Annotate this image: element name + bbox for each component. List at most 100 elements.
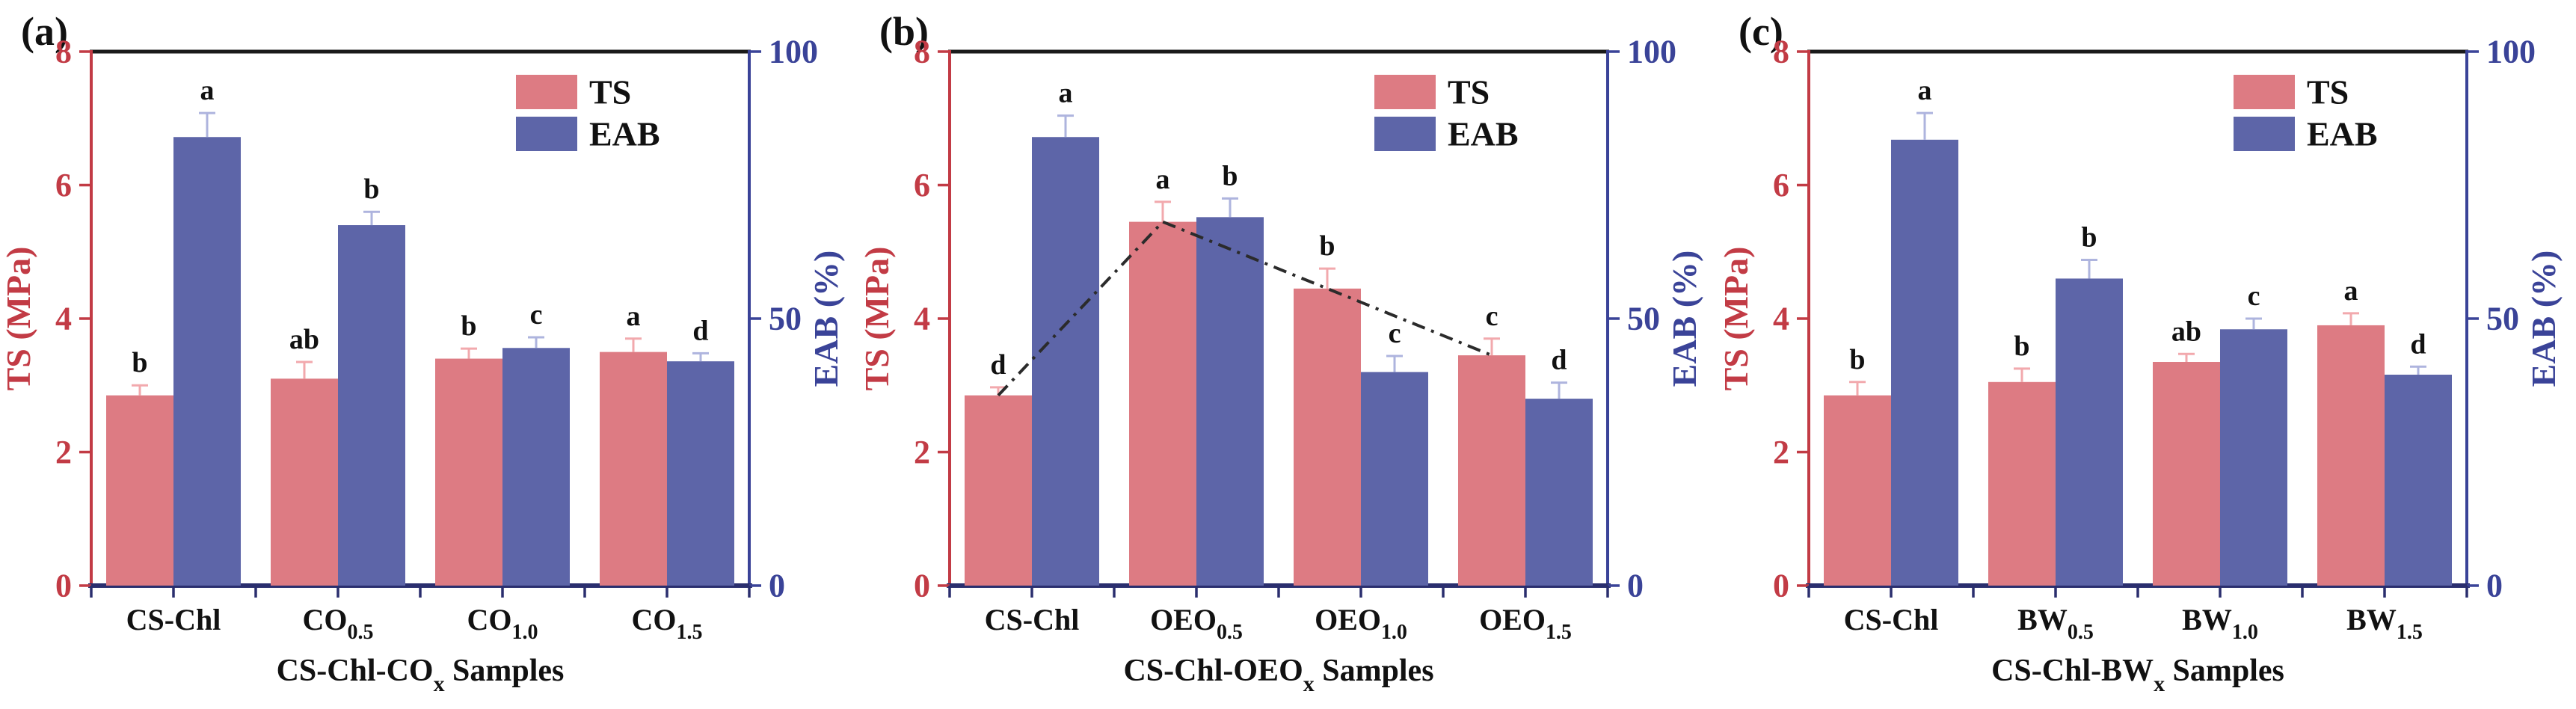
right-tick-label: 0	[2486, 567, 2503, 604]
x-axis-title: CS-Chl-COx Samples	[277, 654, 565, 696]
right-axis-title: EAB (%)	[2524, 251, 2563, 387]
panel-svg-2: (c) 0 2 4 6 8 0 50 100 TS (MPa) EAB (%) b a CS-Chl b b B…	[1717, 9, 2563, 696]
x-category-label: OEO1.0	[1315, 603, 1407, 644]
right-tick-label: 100	[2486, 34, 2536, 70]
bar-ts-CO1.5	[599, 352, 667, 586]
left-tick-label: 8	[1773, 34, 1789, 70]
sig-letter-ts: d	[991, 349, 1006, 381]
sig-letter-ts: c	[1486, 301, 1498, 332]
sig-letter-ts: b	[461, 310, 476, 342]
legend-label-ts: TS	[589, 73, 631, 111]
bar-ts-CS-Chl	[965, 395, 1033, 586]
x-axis-title: CS-Chl-OEOx Samples	[1124, 654, 1434, 696]
bar-eab-CS-Chl	[1032, 137, 1100, 586]
right-tick-label: 0	[769, 567, 785, 604]
bar-ts-BW1.0	[2152, 362, 2220, 586]
right-tick-label: 50	[769, 301, 802, 337]
legend-swatch-ts	[515, 75, 577, 110]
left-axis-title: TS (MPa)	[1718, 247, 1755, 391]
left-tick-label: 8	[55, 34, 72, 70]
left-tick-label: 0	[1773, 567, 1789, 604]
sig-letter-ts: b	[1320, 230, 1335, 262]
x-category-label: OEO0.5	[1150, 603, 1243, 644]
sig-letter-ts: ab	[289, 324, 319, 355]
bar-ts-OEO1.0	[1294, 288, 1362, 586]
sig-letter-eab: b	[1223, 160, 1238, 191]
bar-eab-CS-Chl	[173, 137, 241, 586]
bar-eab-CO1.5	[666, 361, 734, 586]
bar-ts-CO1.0	[434, 358, 502, 586]
sig-letter-ts: ab	[2171, 316, 2201, 347]
sig-letter-eab: a	[1059, 78, 1073, 109]
left-tick-label: 6	[914, 167, 930, 203]
right-tick-label: 100	[1627, 34, 1676, 70]
sig-letter-eab: a	[1917, 75, 1931, 106]
legend-swatch-eab	[515, 117, 577, 152]
sig-letter-eab: c	[1389, 318, 1401, 349]
sig-letter-ts: b	[1849, 344, 1865, 375]
x-category-label: BW1.0	[2182, 603, 2258, 644]
left-tick-label: 2	[914, 434, 930, 470]
sig-letter-ts: a	[1156, 164, 1170, 195]
right-axis-title: EAB (%)	[1665, 251, 1703, 387]
right-tick-label: 0	[1627, 567, 1644, 604]
sig-letter-eab: b	[363, 174, 379, 205]
legend-swatch-eab	[1374, 117, 1436, 152]
left-tick-label: 4	[55, 301, 72, 337]
bar-ts-OEO1.5	[1458, 355, 1526, 586]
left-tick-label: 6	[1773, 167, 1789, 203]
panel-svg-1: (b) 0 2 4 6 8 0 50 100 TS (MPa) EAB (%) d a CS-Chl a b O…	[858, 9, 1703, 696]
bar-eab-CO0.5	[337, 225, 405, 586]
sig-letter-ts: a	[2343, 275, 2358, 307]
sig-letter-ts: b	[132, 347, 147, 378]
legend-label-eab: EAB	[589, 115, 660, 153]
x-category-label: CO1.5	[632, 603, 703, 644]
bar-ts-OEO0.5	[1129, 221, 1197, 586]
bar-eab-OEO0.5	[1196, 217, 1264, 586]
x-category-label: BW1.5	[2346, 603, 2423, 644]
bar-eab-OEO1.0	[1361, 372, 1429, 586]
left-tick-label: 0	[55, 567, 72, 604]
x-category-label: CO1.0	[467, 603, 538, 644]
panel-label: (b)	[879, 9, 929, 54]
legend-label-ts: TS	[2307, 73, 2349, 111]
sig-letter-ts: a	[626, 301, 640, 332]
left-tick-label: 6	[55, 167, 72, 203]
sig-letter-eab: d	[2410, 328, 2426, 360]
panel-label: (a)	[21, 9, 68, 54]
bar-eab-BW0.5	[2055, 278, 2123, 586]
bar-eab-OEO1.5	[1525, 399, 1593, 586]
chart-panel-a: (a) 0 2 4 6 8 0 50 100 TS (MPa) EAB (%) b a CS-Chl ab b…	[0, 0, 858, 705]
bar-eab-CO1.0	[502, 348, 570, 586]
bar-ts-BW1.5	[2317, 325, 2385, 586]
sig-letter-ts: b	[2014, 331, 2029, 362]
bar-ts-CO0.5	[270, 378, 338, 586]
left-tick-label: 0	[914, 567, 930, 604]
x-category-label: CS-Chl	[985, 603, 1080, 636]
panel-label: (c)	[1739, 9, 1783, 54]
left-tick-label: 8	[914, 34, 930, 70]
legend-swatch-ts	[1374, 75, 1436, 110]
right-tick-label: 100	[769, 34, 818, 70]
left-tick-label: 4	[914, 301, 930, 337]
left-tick-label: 4	[1773, 301, 1789, 337]
right-tick-label: 50	[1627, 301, 1660, 337]
sig-letter-eab: d	[1552, 345, 1567, 376]
x-category-label: OEO1.5	[1479, 603, 1572, 644]
x-category-label: CS-Chl	[1843, 603, 1938, 636]
legend-label-eab: EAB	[1448, 115, 1519, 153]
right-tick-label: 50	[2486, 301, 2519, 337]
x-category-label: BW0.5	[2017, 603, 2094, 644]
x-axis-title: CS-Chl-BWx Samples	[1991, 654, 2284, 696]
x-category-label: CO0.5	[303, 603, 374, 644]
sig-letter-eab: d	[692, 315, 708, 346]
bar-ts-BW0.5	[1988, 381, 2056, 586]
left-axis-title: TS (MPa)	[0, 247, 37, 391]
legend-label-ts: TS	[1448, 73, 1490, 111]
left-tick-label: 2	[1773, 434, 1789, 470]
right-axis-title: EAB (%)	[807, 251, 845, 387]
x-category-label: CS-Chl	[126, 603, 221, 636]
bar-ts-CS-Chl	[105, 395, 173, 586]
